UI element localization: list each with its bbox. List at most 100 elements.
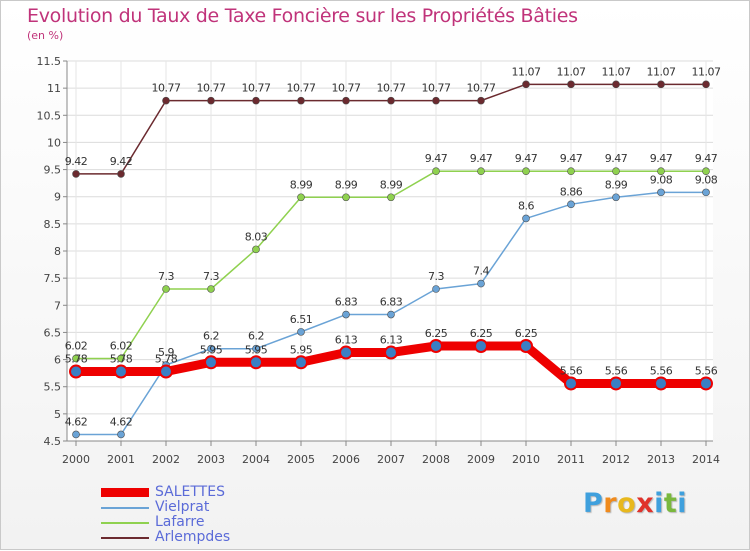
x-tick-label: 2006 bbox=[332, 453, 360, 466]
legend-item-lafarre: Lafarre bbox=[101, 515, 230, 530]
data-label: 6.13 bbox=[380, 334, 403, 347]
data-point bbox=[342, 96, 350, 105]
data-label: 5.95 bbox=[245, 343, 268, 356]
data-point bbox=[477, 96, 485, 105]
data-label: 9.42 bbox=[65, 155, 88, 168]
legend-swatch bbox=[101, 536, 149, 539]
data-point bbox=[477, 279, 485, 288]
logo-letter: t bbox=[663, 488, 678, 519]
data-point bbox=[297, 96, 305, 105]
data-point bbox=[567, 200, 575, 209]
data-point bbox=[612, 80, 620, 89]
y-tick-label: 8 bbox=[54, 245, 61, 258]
data-point bbox=[432, 96, 440, 105]
logo-letter: i bbox=[677, 488, 688, 519]
y-tick-label: 9.5 bbox=[44, 164, 62, 177]
legend-item-arlempdes: Arlempdes bbox=[101, 530, 230, 545]
data-point bbox=[522, 167, 530, 175]
x-tick-label: 2005 bbox=[287, 453, 315, 466]
data-label: 9.47 bbox=[695, 152, 718, 165]
data-label: 8.99 bbox=[335, 178, 358, 191]
data-label: 7.4 bbox=[473, 265, 489, 278]
x-tick-label: 2014 bbox=[692, 453, 720, 466]
logo-letter: P bbox=[583, 488, 604, 519]
data-point bbox=[342, 310, 350, 319]
data-label: 9.42 bbox=[110, 155, 133, 168]
x-tick-label: 2010 bbox=[512, 453, 540, 466]
data-point bbox=[384, 345, 398, 360]
data-point bbox=[159, 364, 173, 379]
data-label: 9.47 bbox=[650, 152, 673, 165]
data-label: 8.03 bbox=[245, 230, 268, 243]
data-point bbox=[162, 96, 170, 105]
x-tick-label: 2007 bbox=[377, 453, 405, 466]
data-point bbox=[207, 285, 215, 293]
y-tick-label: 10.5 bbox=[37, 109, 62, 122]
proxiti-logo: Proxiti bbox=[583, 488, 687, 519]
data-point bbox=[204, 355, 218, 370]
data-point bbox=[207, 96, 215, 105]
x-tick-label: 2012 bbox=[602, 453, 630, 466]
data-point bbox=[657, 80, 665, 89]
data-label: 5.56 bbox=[605, 364, 628, 377]
data-point bbox=[339, 345, 353, 360]
data-label: 4.62 bbox=[110, 415, 133, 428]
data-label: 6.2 bbox=[248, 330, 264, 343]
data-label: 8.6 bbox=[518, 199, 534, 212]
data-label: 9.47 bbox=[605, 152, 628, 165]
x-tick-label: 2004 bbox=[242, 453, 270, 466]
data-label: 10.77 bbox=[377, 82, 406, 95]
legend-label: SALETTES bbox=[155, 484, 225, 500]
data-label: 10.77 bbox=[467, 82, 496, 95]
data-point bbox=[612, 167, 620, 175]
y-axis-unit: (en %) bbox=[27, 29, 64, 42]
x-tick-label: 2009 bbox=[467, 453, 495, 466]
data-label: 6.83 bbox=[380, 296, 403, 309]
y-tick-label: 4.5 bbox=[44, 435, 62, 448]
x-tick-label: 2001 bbox=[107, 453, 135, 466]
data-point bbox=[432, 285, 440, 293]
data-label: 9.47 bbox=[425, 152, 448, 165]
data-point bbox=[657, 188, 665, 197]
data-point bbox=[294, 355, 308, 370]
data-label: 11.07 bbox=[602, 65, 631, 78]
x-tick-label: 2008 bbox=[422, 453, 450, 466]
data-label: 6.02 bbox=[110, 339, 133, 352]
data-point bbox=[117, 354, 125, 363]
y-tick-label: 6 bbox=[54, 354, 61, 367]
legend-item-vielprat: Vielprat bbox=[101, 500, 230, 515]
data-point bbox=[162, 285, 170, 293]
data-point bbox=[702, 188, 710, 197]
data-label: 6.02 bbox=[65, 339, 88, 352]
data-label: 5.78 bbox=[65, 353, 88, 366]
data-label: 8.86 bbox=[560, 185, 583, 198]
data-point bbox=[297, 328, 305, 336]
y-tick-label: 11 bbox=[47, 82, 61, 95]
data-point bbox=[207, 344, 215, 353]
legend-label: Arlempdes bbox=[155, 529, 231, 545]
legend-label: Vielprat bbox=[155, 499, 210, 515]
data-label: 7.3 bbox=[428, 270, 444, 283]
legend: SALETTES Vielprat Lafarre Arlempdes bbox=[101, 485, 230, 545]
data-label: 10.77 bbox=[197, 82, 226, 95]
logo-letter: r bbox=[603, 488, 618, 519]
data-point bbox=[297, 193, 305, 202]
data-point bbox=[117, 430, 125, 439]
data-point bbox=[702, 167, 710, 175]
legend-swatch bbox=[101, 521, 149, 524]
data-point bbox=[567, 80, 575, 89]
data-point bbox=[72, 430, 80, 439]
data-point bbox=[387, 193, 395, 202]
data-label: 4.62 bbox=[65, 415, 88, 428]
data-point bbox=[387, 96, 395, 105]
data-label: 11.07 bbox=[692, 65, 721, 78]
data-point bbox=[657, 167, 665, 175]
data-point bbox=[477, 167, 485, 175]
data-point bbox=[522, 80, 530, 89]
data-point bbox=[474, 339, 488, 353]
data-label: 7.3 bbox=[203, 270, 219, 283]
logo-letter: x bbox=[636, 488, 655, 519]
series-vielprat: 4.62 4.62 5.9 6.2 6.2 6.51 6.83 6.83 7.3 7.4 8.6 8.… bbox=[65, 173, 718, 439]
data-label: 10.77 bbox=[287, 82, 316, 95]
